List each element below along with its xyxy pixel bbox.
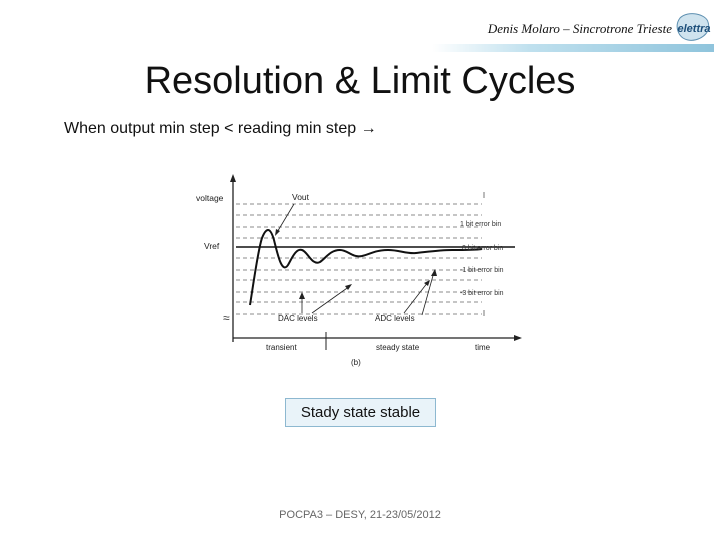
right-label-1: 1 bit error bin [460, 221, 501, 228]
adc-pointer-2-arrow [431, 269, 437, 276]
vout-label: Vout [292, 192, 310, 202]
y-axis-arrow [230, 174, 236, 182]
right-label-4: -3 bit error bin [460, 290, 504, 297]
adc-label: ADC levels [375, 314, 415, 323]
x-label-steady: steady state [376, 343, 420, 352]
level-lines [236, 203, 482, 315]
x-label-time: time [475, 343, 491, 352]
dac-pointer-2-arrow [345, 284, 352, 290]
slide-subtitle: When output min step < reading min step … [64, 120, 377, 137]
adc-pointer-1-arrow [424, 280, 430, 286]
axis-break-mark: ≈ [223, 311, 230, 325]
dac-pointer-2 [311, 285, 351, 314]
vout-curve [249, 229, 483, 306]
slide-footer: POCPA3 – DESY, 21-23/05/2012 [279, 509, 441, 521]
caption-box: Stady state stable [285, 398, 436, 427]
right-label-2: 0 bit error bin [462, 245, 503, 252]
svg-text:elettra: elettra [677, 23, 710, 35]
dac-pointer-1-arrow [299, 292, 305, 299]
elettra-logo: elettra [676, 13, 711, 41]
y-axis-label: voltage [196, 193, 224, 203]
right-label-3: -1 bit error bin [460, 267, 504, 274]
panel-label: (b) [351, 358, 361, 367]
slide-title: Resolution & Limit Cycles [144, 60, 576, 102]
vout-pointer [275, 203, 295, 235]
vout-pointer-arrow [275, 229, 280, 236]
header-rule [432, 44, 714, 52]
limit-cycle-diagram: ≈ voltage Vref Vout 1 bit error bin 0 bi… [196, 174, 522, 367]
header-author: Denis Molaro – Sincrotrone Trieste [487, 21, 672, 36]
adc-pointer-1 [403, 281, 429, 314]
adc-pointer-2 [421, 271, 435, 316]
vref-label: Vref [204, 241, 220, 251]
x-label-transient: transient [266, 343, 297, 352]
dac-label: DAC levels [278, 314, 318, 323]
x-axis-arrow [514, 335, 522, 341]
